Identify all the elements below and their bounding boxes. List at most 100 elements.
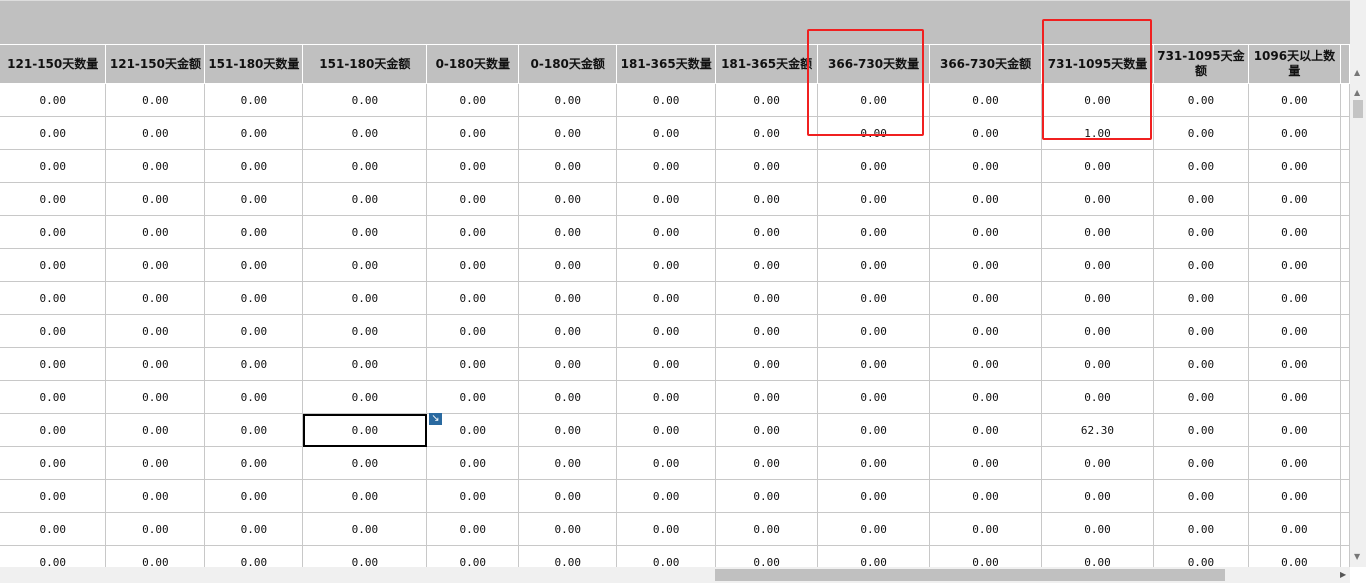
table-cell[interactable]: 0.00 <box>518 446 618 480</box>
table-cell[interactable]: 0.00 <box>302 347 428 381</box>
table-cell[interactable]: 0.00 <box>929 413 1043 447</box>
table-cell[interactable]: 0.00 <box>0 149 107 183</box>
triangle-up-icon[interactable]: ▲ <box>1354 68 1361 77</box>
table-cell[interactable]: 0.00 <box>817 545 931 567</box>
table-cell[interactable]: 0.00 <box>518 479 618 513</box>
table-cell[interactable]: 0.00 <box>1153 248 1249 282</box>
table-cell[interactable]: 0.00 <box>817 149 931 183</box>
table-cell[interactable]: 0.00 <box>715 479 819 513</box>
table-cell[interactable]: 0.00 <box>929 545 1043 567</box>
table-cell[interactable]: 0.00 <box>204 314 304 348</box>
table-cell[interactable]: 0.00 <box>105 314 206 348</box>
table-cell[interactable]: 0.00 <box>715 314 819 348</box>
table-cell[interactable]: 0.00 <box>1153 83 1249 117</box>
column-header[interactable]: 151-180天金额 <box>302 44 428 84</box>
table-cell[interactable]: 0.00 <box>0 545 107 567</box>
table-cell[interactable]: 0.00 <box>817 413 931 447</box>
table-cell[interactable]: 0.00 <box>929 182 1043 216</box>
table-cell[interactable]: 0.00 <box>302 446 428 480</box>
table-cell[interactable]: 0.00 <box>204 446 304 480</box>
table-cell[interactable]: 0.00 <box>616 380 717 414</box>
table-cell[interactable]: 0.00 <box>426 413 520 447</box>
table-cell[interactable]: 0.00 <box>1153 413 1249 447</box>
table-cell[interactable]: 0.00 <box>0 380 107 414</box>
table-cell[interactable]: 0.00 <box>715 248 819 282</box>
horizontal-scrollbar[interactable]: ▶ <box>0 567 1350 583</box>
table-cell[interactable]: 0.00 <box>302 281 428 315</box>
triangle-down-icon[interactable]: ▼ <box>1354 552 1361 561</box>
table-cell[interactable]: 0.00 <box>0 248 107 282</box>
table-cell[interactable]: 0.00 <box>302 83 428 117</box>
table-cell[interactable]: 0.00 <box>817 380 931 414</box>
table-cell[interactable]: 0.00 <box>715 512 819 546</box>
table-cell[interactable]: 0.00 <box>204 149 304 183</box>
table-cell[interactable]: 0.00 <box>817 215 931 249</box>
table-cell[interactable]: 0.00 <box>1041 512 1154 546</box>
table-cell[interactable]: 0.00 <box>715 215 819 249</box>
table-cell[interactable]: 0.00 <box>0 116 107 150</box>
table-cell[interactable]: 0.00 <box>1248 215 1341 249</box>
table-cell[interactable]: 0.00 <box>426 83 520 117</box>
column-header[interactable]: 1096天以上数量 <box>1248 44 1341 84</box>
table-cell[interactable]: 0.00 <box>616 116 717 150</box>
table-cell[interactable]: 0.00 <box>518 116 618 150</box>
table-cell[interactable]: 0.00 <box>1153 281 1249 315</box>
table-cell[interactable]: 0.00 <box>616 314 717 348</box>
table-cell[interactable]: 0.00 <box>817 479 931 513</box>
table-cell[interactable]: 0.00 <box>426 314 520 348</box>
table-cell[interactable]: 0.00 <box>1248 446 1341 480</box>
table-cell[interactable]: 0.00 <box>1041 314 1154 348</box>
table-cell[interactable]: 0.00 <box>302 314 428 348</box>
table-cell[interactable]: 0.00 <box>1153 446 1249 480</box>
horizontal-scroll-thumb[interactable] <box>715 569 1225 581</box>
table-cell[interactable]: 0.00 <box>715 545 819 567</box>
table-cell[interactable]: 0.00 <box>105 413 206 447</box>
table-cell[interactable]: 0.00 <box>929 479 1043 513</box>
table-cell[interactable]: 0.00 <box>1153 116 1249 150</box>
table-cell[interactable]: 0.00 <box>1248 116 1341 150</box>
column-header[interactable]: 0-180天金额 <box>518 44 618 84</box>
table-cell[interactable]: 0.00 <box>302 182 428 216</box>
table-cell[interactable]: 0.00 <box>105 446 206 480</box>
table-cell[interactable]: 0.00 <box>929 512 1043 546</box>
table-cell[interactable]: 0.00 <box>1248 281 1341 315</box>
table-cell[interactable]: 0.00 <box>204 83 304 117</box>
table-cell[interactable]: 0.00 <box>0 479 107 513</box>
table-cell[interactable]: 0.00 <box>302 545 428 567</box>
table-cell[interactable]: 0.00 <box>1248 413 1341 447</box>
table-cell[interactable]: 0.00 <box>426 446 520 480</box>
table-cell[interactable]: 0.00 <box>817 512 931 546</box>
table-cell[interactable]: 0.00 <box>1153 512 1249 546</box>
table-cell[interactable]: 0.00 <box>1248 314 1341 348</box>
table-cell[interactable]: 0.00 <box>817 314 931 348</box>
table-cell[interactable]: 0.00 <box>715 281 819 315</box>
triangle-up-icon[interactable]: ▲ <box>1354 88 1361 97</box>
table-cell[interactable]: 0.00 <box>1248 512 1341 546</box>
table-cell[interactable]: 0.00 <box>817 248 931 282</box>
table-cell[interactable]: 0.00 <box>817 281 931 315</box>
table-cell[interactable]: 0.00 <box>929 281 1043 315</box>
table-cell[interactable]: 0.00 <box>518 83 618 117</box>
table-cell[interactable]: 0.00 <box>929 83 1043 117</box>
table-cell[interactable]: 0.00 <box>302 248 428 282</box>
table-cell[interactable]: 0.00 <box>0 446 107 480</box>
table-cell[interactable]: 0.00 <box>1041 182 1154 216</box>
table-cell[interactable]: 0.00 <box>204 248 304 282</box>
table-cell[interactable]: 0.00 <box>616 215 717 249</box>
table-cell[interactable]: 0.00 <box>105 182 206 216</box>
table-cell[interactable]: 0.00 <box>616 149 717 183</box>
table-cell[interactable]: 0.00 <box>302 479 428 513</box>
table-cell[interactable]: 0.00 <box>426 281 520 315</box>
table-cell[interactable]: 0.00 <box>105 83 206 117</box>
table-cell[interactable]: 0.00 <box>1248 479 1341 513</box>
table-cell[interactable]: 0.00 <box>302 116 428 150</box>
table-cell[interactable]: 0.00 <box>426 545 520 567</box>
table-cell[interactable]: 0.00 <box>929 116 1043 150</box>
table-cell[interactable]: 0.00 <box>426 347 520 381</box>
table-cell[interactable]: 0.00 <box>204 182 304 216</box>
table-cell[interactable]: 0.00 <box>105 248 206 282</box>
table-cell[interactable]: 0.00 <box>426 215 520 249</box>
column-header[interactable]: 151-180天数量 <box>204 44 304 84</box>
table-cell[interactable]: 1.00 <box>1041 116 1154 150</box>
table-cell[interactable]: 0.00 <box>1153 215 1249 249</box>
